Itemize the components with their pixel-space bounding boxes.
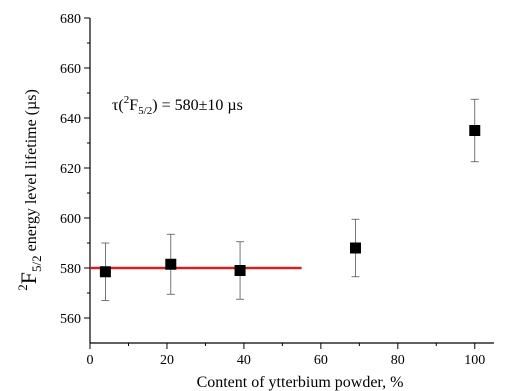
lifetime-annotation: τ(2F5/2) = 580±10 µs — [112, 94, 243, 117]
y-tick-label: 600 — [60, 212, 81, 227]
y-tick-label: 560 — [60, 312, 81, 327]
ticks: 0 20 40 60 80 100 560 580 600 620 640 660 680 — [60, 12, 485, 368]
y-tick-label: 660 — [60, 62, 81, 77]
data-point — [469, 125, 481, 136]
y-axis-label: 2F5/2 energy level lifetime (µs) — [15, 89, 44, 291]
y-tick-label: 640 — [60, 112, 81, 127]
x-axis-label: Content of ytterbium powder, % — [197, 374, 404, 391]
axes — [89, 18, 494, 344]
x-tick-label: 80 — [391, 353, 405, 368]
data-point — [234, 265, 246, 276]
data-point — [99, 266, 111, 278]
data-point — [349, 242, 361, 254]
x-tick-label: 60 — [314, 353, 328, 368]
x-tick-label: 100 — [464, 353, 485, 368]
x-tick-label: 0 — [87, 353, 94, 368]
x-tick-label: 20 — [160, 353, 174, 368]
y-tick-label: 620 — [60, 162, 81, 177]
data-points — [99, 98, 481, 301]
y-tick-label: 580 — [60, 262, 81, 277]
y-tick-label: 680 — [60, 12, 81, 27]
data-point — [165, 258, 177, 270]
x-tick-label: 40 — [237, 353, 251, 368]
